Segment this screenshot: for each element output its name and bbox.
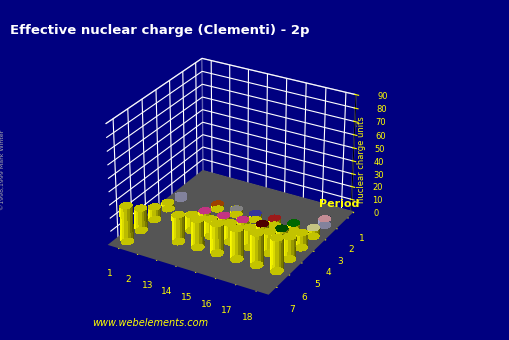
Text: ©1998,1999 Mark Winter: ©1998,1999 Mark Winter [0,130,5,210]
Text: Period: Period [318,199,358,209]
Text: Effective nuclear charge (Clementi) - 2p: Effective nuclear charge (Clementi) - 2p [10,24,309,37]
Text: www.webelements.com: www.webelements.com [92,318,208,328]
Text: nuclear charge units: nuclear charge units [356,116,365,203]
